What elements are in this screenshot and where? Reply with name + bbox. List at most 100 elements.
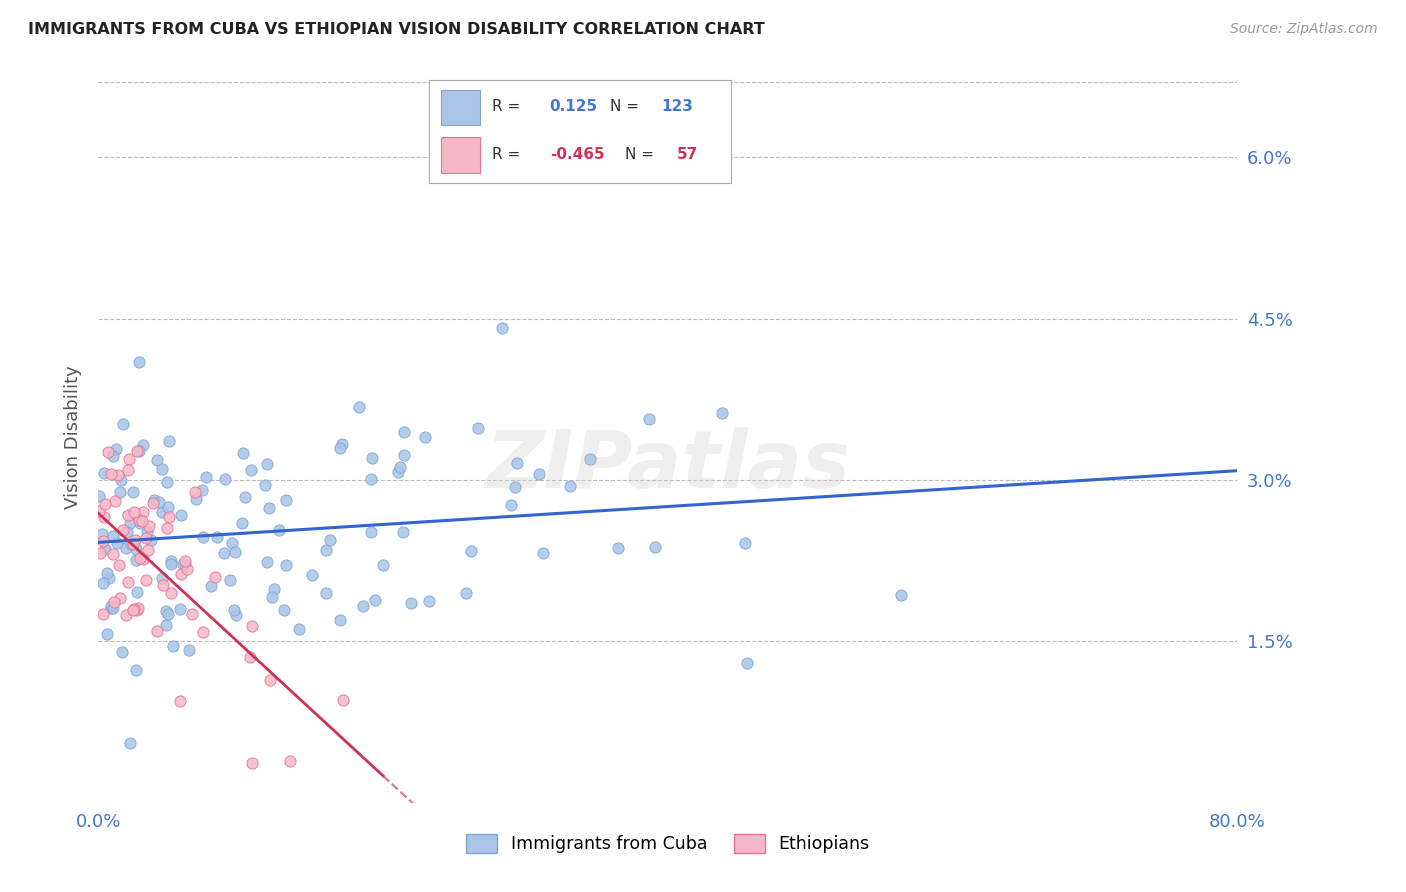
Point: [100, 467, 122, 481]
Point: [224, 544, 246, 558]
Point: [467, 421, 489, 435]
Text: R =: R =: [492, 146, 520, 161]
Point: [191, 624, 214, 639]
Point: [392, 425, 415, 439]
Point: [157, 510, 180, 524]
Point: [100, 599, 122, 613]
Point: [169, 694, 191, 708]
Point: [160, 557, 183, 571]
Point: [148, 494, 170, 508]
Point: [111, 645, 134, 659]
Point: [129, 551, 152, 566]
Text: N =: N =: [626, 146, 654, 161]
Point: [456, 586, 478, 600]
Point: [108, 591, 131, 605]
Point: [122, 484, 145, 499]
Point: [315, 542, 337, 557]
Point: [288, 622, 311, 636]
Point: [146, 624, 169, 639]
Point: [214, 472, 236, 486]
Point: [128, 355, 150, 369]
Point: [93, 510, 115, 524]
Point: [150, 505, 173, 519]
Point: [204, 570, 226, 584]
Point: [352, 599, 374, 613]
Point: [219, 574, 242, 588]
Point: [108, 485, 131, 500]
Point: [225, 608, 247, 623]
Point: [128, 513, 150, 527]
Point: [184, 485, 207, 500]
Point: [125, 553, 148, 567]
Point: [170, 567, 193, 582]
Point: [330, 436, 353, 450]
Point: [124, 542, 146, 557]
Point: [332, 693, 354, 707]
Point: [169, 602, 191, 616]
Point: [531, 545, 554, 559]
Text: -0.465: -0.465: [550, 146, 605, 161]
Point: [107, 536, 129, 550]
Point: [131, 438, 153, 452]
Point: [190, 483, 212, 498]
Point: [125, 664, 148, 678]
Text: N =: N =: [610, 99, 640, 114]
Point: [125, 603, 148, 617]
Point: [232, 446, 254, 460]
Point: [273, 603, 295, 617]
Point: [132, 505, 155, 519]
Point: [392, 449, 415, 463]
Point: [253, 478, 276, 492]
Point: [101, 547, 124, 561]
Point: [735, 656, 758, 670]
Point: [191, 530, 214, 544]
Point: [371, 558, 394, 573]
Point: [107, 467, 129, 482]
Point: [142, 496, 165, 510]
Point: [503, 480, 526, 494]
Point: [111, 524, 134, 538]
Point: [347, 400, 370, 414]
Point: [637, 412, 659, 426]
Bar: [441, 89, 481, 126]
Point: [156, 475, 179, 489]
Text: IMMIGRANTS FROM CUBA VS ETHIOPIAN VISION DISABILITY CORRELATION CHART: IMMIGRANTS FROM CUBA VS ETHIOPIAN VISION…: [28, 22, 765, 37]
Point: [176, 562, 198, 576]
Point: [315, 585, 337, 599]
Point: [363, 592, 385, 607]
Point: [93, 467, 115, 481]
Point: [329, 613, 352, 627]
Point: [108, 558, 131, 572]
Point: [392, 524, 415, 539]
Point: [205, 530, 228, 544]
Point: [194, 469, 217, 483]
Point: [256, 555, 278, 569]
Point: [118, 451, 141, 466]
Point: [240, 756, 263, 770]
Point: [91, 575, 114, 590]
Text: 0.125: 0.125: [550, 99, 598, 114]
Point: [91, 534, 114, 549]
Point: [256, 458, 278, 472]
Point: [318, 533, 340, 547]
Point: [889, 588, 911, 602]
Legend: Immigrants from Cuba, Ethiopians: Immigrants from Cuba, Ethiopians: [458, 827, 877, 860]
Point: [156, 521, 179, 535]
Point: [142, 492, 165, 507]
Point: [141, 533, 163, 548]
Point: [160, 554, 183, 568]
Point: [122, 602, 145, 616]
Point: [221, 536, 243, 550]
Point: [155, 604, 177, 618]
Point: [224, 602, 246, 616]
Point: [135, 531, 157, 545]
Point: [131, 514, 153, 528]
Point: [93, 497, 115, 511]
Point: [329, 442, 352, 456]
Point: [387, 465, 409, 479]
Point: [157, 434, 180, 448]
Point: [115, 541, 138, 556]
Point: [135, 573, 157, 587]
Point: [87, 504, 110, 518]
Point: [138, 518, 160, 533]
